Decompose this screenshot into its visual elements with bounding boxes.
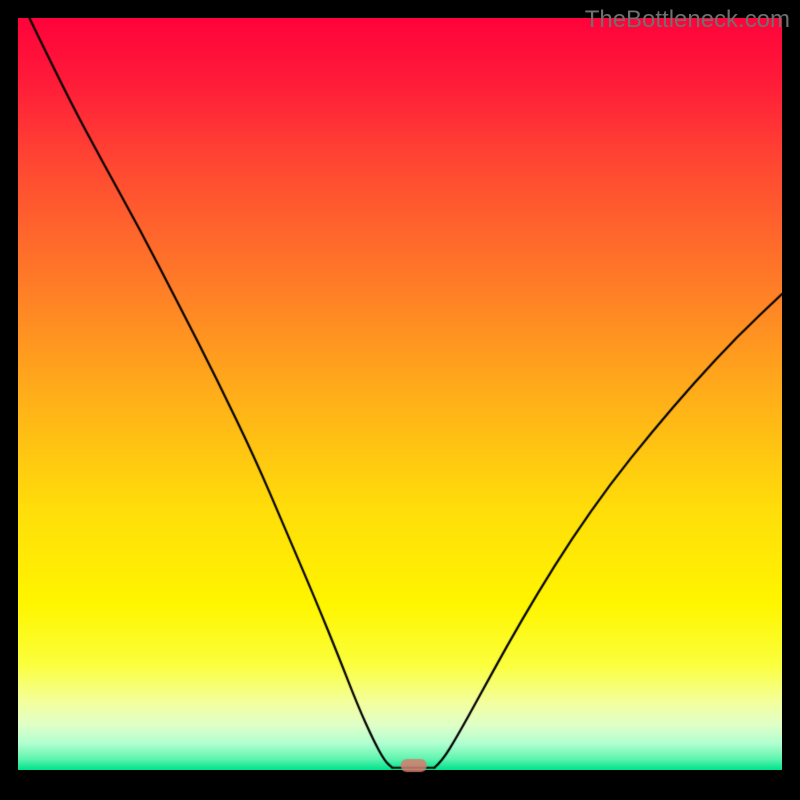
chart-container: TheBottleneck.com [0, 0, 800, 800]
watermark-label: TheBottleneck.com [585, 6, 790, 34]
bottleneck-curve [0, 0, 800, 800]
